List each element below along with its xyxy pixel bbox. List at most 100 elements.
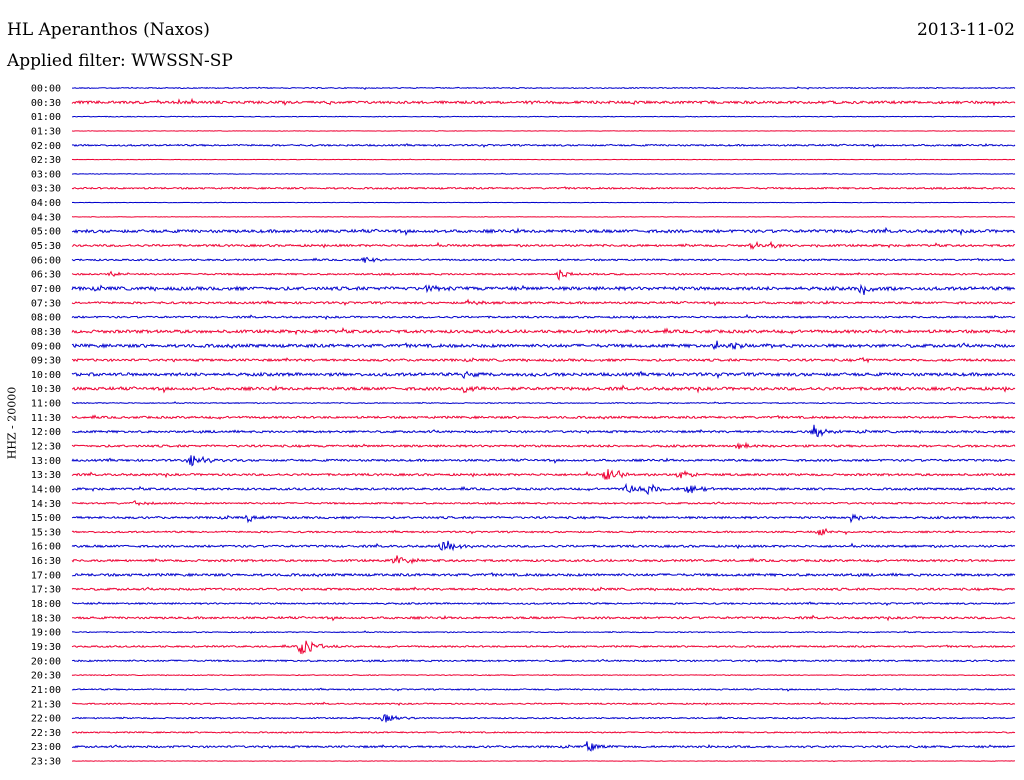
seismic-trace-1300 — [71, 455, 1016, 467]
row-time-label: 04:00 — [31, 198, 61, 209]
row-time-label: 00:00 — [31, 84, 61, 95]
row-time-label: 10:30 — [31, 384, 61, 395]
row-time-label: 15:00 — [31, 513, 61, 524]
row-time-label: 11:00 — [31, 399, 61, 410]
seismic-trace-0500 — [71, 226, 1016, 237]
seismic-trace-0130 — [71, 129, 1016, 132]
station-title: HL Aperanthos (Naxos) — [7, 20, 210, 40]
row-time-label: 06:00 — [31, 255, 61, 266]
row-time-label: 02:30 — [31, 155, 61, 166]
seismic-trace-0530 — [71, 240, 1016, 251]
row-time-label: 19:30 — [31, 642, 61, 653]
seismic-trace-2230 — [71, 730, 1016, 734]
row-time-label: 08:00 — [31, 313, 61, 324]
seismic-trace-1800 — [71, 601, 1016, 607]
row-time-label: 03:30 — [31, 184, 61, 195]
seismic-trace-0430 — [71, 215, 1016, 218]
seismic-trace-1330 — [71, 469, 1016, 480]
seismic-trace-1400 — [71, 482, 1016, 496]
row-time-label: 05:30 — [31, 241, 61, 252]
row-time-label: 13:00 — [31, 456, 61, 467]
row-time-label: 08:30 — [31, 327, 61, 338]
row-time-label: 09:00 — [31, 341, 61, 352]
row-time-label: 23:30 — [31, 757, 61, 768]
row-time-label: 17:30 — [31, 585, 61, 596]
row-time-label: 20:00 — [31, 656, 61, 667]
row-time-label: 05:00 — [31, 227, 61, 238]
seismic-trace-1130 — [71, 414, 1016, 420]
seismic-trace-1730 — [71, 586, 1016, 592]
row-time-label: 06:30 — [31, 270, 61, 281]
row-time-label: 20:30 — [31, 671, 61, 682]
seismic-trace-2030 — [71, 673, 1016, 677]
row-time-label: 15:30 — [31, 527, 61, 538]
row-time-label: 22:00 — [31, 714, 61, 725]
row-time-label: 01:00 — [31, 112, 61, 123]
row-time-label: 12:30 — [31, 442, 61, 453]
row-time-label: 07:00 — [31, 284, 61, 295]
seismic-trace-2300 — [71, 741, 1016, 752]
row-time-label: 07:30 — [31, 298, 61, 309]
row-time-label: 21:00 — [31, 685, 61, 696]
seismic-trace-0030 — [71, 97, 1016, 107]
seismic-trace-2100 — [71, 687, 1016, 692]
seismic-traces — [71, 86, 1016, 763]
seismic-trace-0900 — [71, 340, 1016, 351]
record-date: 2013-11-02 — [916, 20, 1015, 40]
row-time-label: 12:00 — [31, 427, 61, 438]
seismic-trace-0200 — [71, 143, 1016, 149]
row-time-label: 21:30 — [31, 699, 61, 710]
seismic-trace-0930 — [71, 356, 1016, 364]
seismic-trace-0230 — [71, 158, 1016, 161]
seismic-trace-1930 — [71, 640, 1016, 655]
seismic-trace-1100 — [71, 401, 1016, 405]
row-time-label: 16:30 — [31, 556, 61, 567]
seismic-trace-0100 — [71, 115, 1016, 118]
row-time-label: 02:00 — [31, 141, 61, 152]
filter-label: Applied filter: WWSSN-SP — [7, 51, 233, 71]
row-time-label: 10:00 — [31, 370, 61, 381]
seismic-trace-1600 — [71, 540, 1016, 552]
seismic-trace-1230 — [71, 441, 1016, 450]
row-time-label: 03:00 — [31, 169, 61, 180]
seismic-trace-2000 — [71, 658, 1016, 663]
row-time-label: 11:30 — [31, 413, 61, 424]
seismic-trace-1830 — [71, 614, 1016, 622]
seismic-trace-0000 — [71, 86, 1016, 90]
row-time-label: 14:30 — [31, 499, 61, 510]
seismic-trace-1700 — [71, 572, 1016, 578]
seismic-trace-0730 — [71, 298, 1016, 307]
seismic-trace-1530 — [71, 527, 1016, 536]
row-time-label: 14:00 — [31, 484, 61, 495]
seismic-trace-0700 — [71, 283, 1016, 295]
row-time-label: 00:30 — [31, 98, 61, 109]
seismic-trace-1900 — [71, 630, 1016, 634]
seismic-trace-1000 — [71, 370, 1016, 380]
seismic-trace-1200 — [71, 424, 1016, 438]
seismic-trace-0330 — [71, 186, 1016, 191]
row-time-label: 22:30 — [31, 728, 61, 739]
seismic-trace-2130 — [71, 701, 1016, 707]
seismic-trace-0600 — [71, 256, 1016, 263]
row-time-label: 18:00 — [31, 599, 61, 610]
seismic-trace-0300 — [71, 172, 1016, 176]
row-time-label: 23:00 — [31, 742, 61, 753]
row-time-label: 13:30 — [31, 470, 61, 481]
row-time-label: 04:30 — [31, 212, 61, 223]
seismic-trace-0830 — [71, 327, 1016, 336]
row-time-label: 19:00 — [31, 628, 61, 639]
seismic-trace-1030 — [71, 384, 1016, 394]
seismic-trace-2330 — [71, 760, 1016, 763]
time-labels: 00:00 00:30 01:00 01:30 02:00 02:30 03:00 03:30… — [31, 84, 61, 768]
seismic-trace-0400 — [71, 201, 1016, 204]
row-time-label: 18:30 — [31, 613, 61, 624]
row-time-label: 09:30 — [31, 356, 61, 367]
seismic-trace-0630 — [71, 269, 1016, 281]
seismic-trace-0800 — [71, 313, 1016, 321]
seismic-trace-2200 — [71, 713, 1016, 723]
seismic-trace-1430 — [71, 500, 1016, 507]
row-time-label: 16:00 — [31, 542, 61, 553]
row-time-label: 17:00 — [31, 570, 61, 581]
seismic-trace-1500 — [71, 513, 1016, 524]
